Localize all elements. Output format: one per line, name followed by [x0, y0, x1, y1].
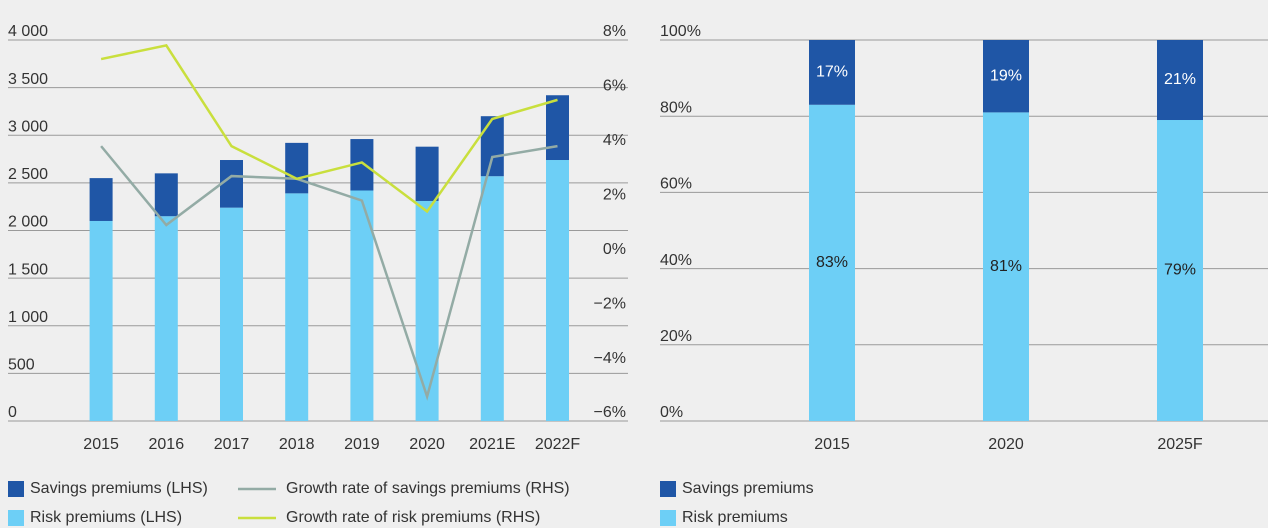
y-tick-label: 0 — [8, 404, 17, 421]
legend-label: Risk premiums (LHS) — [30, 509, 182, 526]
x-tick-label: 2016 — [149, 436, 185, 453]
x-tick-label: 2018 — [279, 436, 315, 453]
bar — [983, 40, 1029, 113]
y-tick-label: 3 000 — [8, 118, 48, 135]
value-label: 83% — [816, 254, 848, 271]
y-tick-label: 20% — [660, 328, 692, 345]
legend-label: Growth rate of savings premiums (RHS) — [286, 480, 570, 497]
bar — [350, 139, 374, 191]
y2-tick-label: 4% — [603, 132, 626, 149]
x-tick-label: 2022F — [535, 436, 581, 453]
y-tick-label: 500 — [8, 357, 35, 374]
legend-swatch — [8, 510, 24, 526]
legend-label: Risk premiums — [682, 509, 788, 526]
value-label: 19% — [990, 67, 1022, 84]
y-tick-label: 1 000 — [8, 309, 48, 326]
y2-tick-label: 8% — [603, 23, 626, 40]
value-label: 17% — [816, 64, 848, 81]
y2-tick-label: −6% — [594, 404, 626, 421]
legend-swatch — [660, 510, 676, 526]
bar — [1157, 40, 1203, 121]
x-tick-label: 2015 — [814, 436, 850, 453]
y-tick-label: 80% — [660, 99, 692, 116]
x-tick-label: 2025F — [1157, 436, 1203, 453]
y-tick-label: 0% — [660, 404, 683, 421]
y-tick-label: 2 500 — [8, 166, 48, 183]
y-tick-label: 60% — [660, 176, 692, 193]
bar — [809, 104, 855, 422]
bar — [89, 220, 113, 421]
bar — [415, 200, 439, 421]
x-tick-label: 2015 — [83, 436, 119, 453]
y-tick-label: 4 000 — [8, 23, 48, 40]
line — [100, 144, 558, 401]
x-tick-label: 2019 — [344, 436, 380, 453]
line — [100, 44, 558, 214]
legend-label: Growth rate of risk premiums (RHS) — [286, 509, 540, 526]
x-tick-label: 2021E — [469, 436, 515, 453]
value-label: 81% — [990, 258, 1022, 275]
y-tick-label: 3 500 — [8, 71, 48, 88]
y2-tick-label: 0% — [603, 241, 626, 258]
x-tick-label: 2020 — [409, 436, 445, 453]
bar — [983, 112, 1029, 421]
legend-swatch — [660, 481, 676, 497]
y2-tick-label: 6% — [603, 78, 626, 95]
x-tick-label: 2017 — [214, 436, 250, 453]
legend-label: Savings premiums (LHS) — [30, 480, 208, 497]
bar — [154, 216, 178, 421]
legend-label: Savings premiums — [682, 480, 814, 497]
y2-tick-label: −2% — [594, 295, 626, 312]
bar — [546, 160, 569, 421]
bar — [220, 207, 243, 421]
bar — [480, 176, 504, 421]
bar — [285, 193, 309, 421]
bar — [415, 146, 439, 201]
y2-tick-label: 2% — [603, 187, 626, 204]
bar — [350, 190, 374, 421]
y-tick-label: 40% — [660, 252, 692, 269]
y-tick-label: 1 500 — [8, 261, 48, 278]
bar — [809, 40, 855, 105]
value-label: 21% — [1164, 71, 1196, 88]
legend-swatch — [8, 481, 24, 497]
bar — [1157, 120, 1203, 421]
value-label: 79% — [1164, 262, 1196, 279]
y2-tick-label: −4% — [594, 350, 626, 367]
y-tick-label: 100% — [660, 23, 701, 40]
bar — [546, 95, 569, 161]
y-tick-label: 2 000 — [8, 214, 48, 231]
bar — [480, 116, 504, 177]
bar — [89, 178, 113, 221]
bar — [154, 173, 178, 217]
bar — [220, 160, 243, 208]
x-tick-label: 2020 — [988, 436, 1024, 453]
bar — [285, 142, 309, 194]
